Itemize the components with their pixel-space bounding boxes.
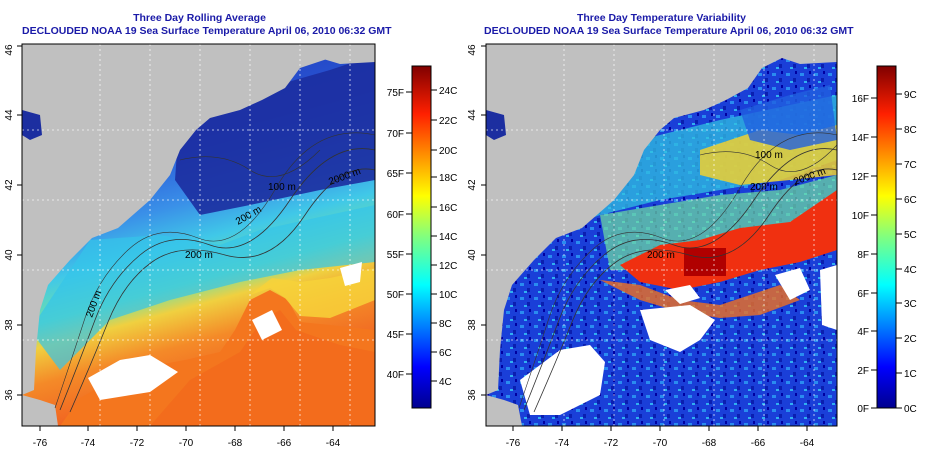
left-colorbar-c-label: 24C	[439, 86, 457, 97]
right-lon-tick: -74	[555, 438, 570, 449]
right-lon-tick: -70	[653, 438, 668, 449]
right-contour-label: 200 m	[647, 250, 675, 261]
right-colorbar-f-label: 12F	[852, 172, 869, 183]
right-map: 100 m 200 m 2000 m 200 m	[485, 43, 838, 427]
left-colorbar-f-label: 55F	[387, 250, 404, 261]
right-colorbar-c-label: 6C	[904, 195, 917, 206]
left-y-axis	[17, 45, 22, 396]
left-colorbar-f-label: 60F	[387, 210, 404, 221]
left-lon-tick: -64	[326, 438, 341, 449]
left-lat-tick: 46	[4, 44, 15, 56]
left-colorbar-c-label: 22C	[439, 116, 457, 127]
left-title-line2: DECLOUDED NOAA 19 Sea Surface Temperatur…	[22, 25, 392, 37]
max-variability-patch	[684, 248, 726, 276]
left-lat-tick: 36	[4, 389, 15, 401]
right-lat-tick: 44	[467, 109, 478, 121]
right-title-line1: Three Day Temperature Variability	[576, 12, 747, 24]
right-lon-tick: -76	[506, 438, 521, 449]
right-lat-tick: 40	[467, 249, 478, 261]
right-lon-tick: -66	[751, 438, 766, 449]
left-colorbar-c-label: 10C	[439, 290, 457, 301]
right-lon-tick: -68	[702, 438, 717, 449]
right-colorbar-f-label: 0F	[857, 404, 869, 415]
right-contour-label: 100 m	[755, 150, 783, 161]
right-colorbar-f-label: 16F	[852, 94, 869, 105]
left-x-axis	[39, 426, 334, 431]
right-colorbar-f-label: 2F	[857, 366, 869, 377]
right-colorbar-f-label: 10F	[852, 211, 869, 222]
right-colorbar-f-label: 8F	[857, 250, 869, 261]
right-panel-title: Three Day Temperature Variability DECLOU…	[484, 12, 854, 38]
left-colorbar-c-label: 14C	[439, 232, 457, 243]
left-colorbar-c-label: 8C	[439, 319, 452, 330]
left-lon-tick: -66	[277, 438, 292, 449]
left-lat-tick: 42	[4, 179, 15, 191]
left-colorbar-f-label: 65F	[387, 169, 404, 180]
left-lat-tick: 40	[4, 249, 15, 261]
left-title-line1: Three Day Rolling Average	[133, 12, 266, 24]
right-y-axis	[481, 45, 486, 396]
right-colorbar-c-label: 3C	[904, 299, 917, 310]
land-mass-left	[22, 44, 375, 395]
right-colorbar-f-label: 14F	[852, 133, 869, 144]
right-colorbar-c-label: 2C	[904, 334, 917, 345]
left-lon-tick: -72	[130, 438, 145, 449]
left-colorbar-f-label: 40F	[387, 370, 404, 381]
right-lon-tick: -72	[604, 438, 619, 449]
right-lat-tick: 36	[467, 389, 478, 401]
left-colorbar	[406, 65, 437, 409]
left-colorbar-c-label: 12C	[439, 261, 457, 272]
left-colorbar-f-label: 75F	[387, 88, 404, 99]
right-colorbar-c-label: 8C	[904, 125, 917, 136]
right-lat-tick: 42	[467, 179, 478, 191]
left-lon-tick: -70	[179, 438, 194, 449]
right-colorbar-c-label: 4C	[904, 265, 917, 276]
left-colorbar-c-label: 16C	[439, 203, 457, 214]
right-colorbar-f-label: 4F	[857, 327, 869, 338]
left-colorbar-f-label: 50F	[387, 290, 404, 301]
right-lon-tick: -64	[800, 438, 815, 449]
right-colorbar-c-label: 1C	[904, 369, 917, 380]
left-colorbar-f-label: 70F	[387, 129, 404, 140]
right-x-axis	[512, 426, 808, 431]
right-colorbar-c-label: 5C	[904, 230, 917, 241]
left-contour-label: 200 m	[185, 250, 213, 261]
left-lat-tick: 38	[4, 319, 15, 331]
land-mass-right	[486, 44, 837, 395]
right-lat-tick: 38	[467, 319, 478, 331]
left-colorbar-f-label: 45F	[387, 330, 404, 341]
left-colorbar-c-label: 20C	[439, 146, 457, 157]
left-colorbar-c-label: 4C	[439, 377, 452, 388]
left-lon-tick: -74	[81, 438, 96, 449]
left-panel-title: Three Day Rolling Average DECLOUDED NOAA…	[22, 12, 392, 38]
right-colorbar-c-label: 7C	[904, 160, 917, 171]
left-lat-tick: 44	[4, 109, 15, 121]
right-colorbar-c-label: 0C	[904, 404, 917, 415]
left-lon-tick: -76	[33, 438, 48, 449]
right-lat-tick: 46	[467, 44, 478, 56]
left-colorbar-c-label: 18C	[439, 173, 457, 184]
left-contour-label: 100 m	[268, 182, 296, 193]
right-contour-label: 200 m	[750, 182, 778, 193]
right-graticule	[486, 44, 837, 426]
right-colorbar-c-label: 9C	[904, 90, 917, 101]
right-colorbar	[871, 65, 902, 409]
right-colorbar-f-label: 6F	[857, 289, 869, 300]
left-lon-tick: -68	[228, 438, 243, 449]
left-map: 200 m 100 m 2000 m 200 m 200 m	[21, 43, 376, 427]
right-title-line2: DECLOUDED NOAA 19 Sea Surface Temperatur…	[484, 25, 854, 37]
left-graticule	[22, 44, 375, 426]
left-colorbar-c-label: 6C	[439, 348, 452, 359]
